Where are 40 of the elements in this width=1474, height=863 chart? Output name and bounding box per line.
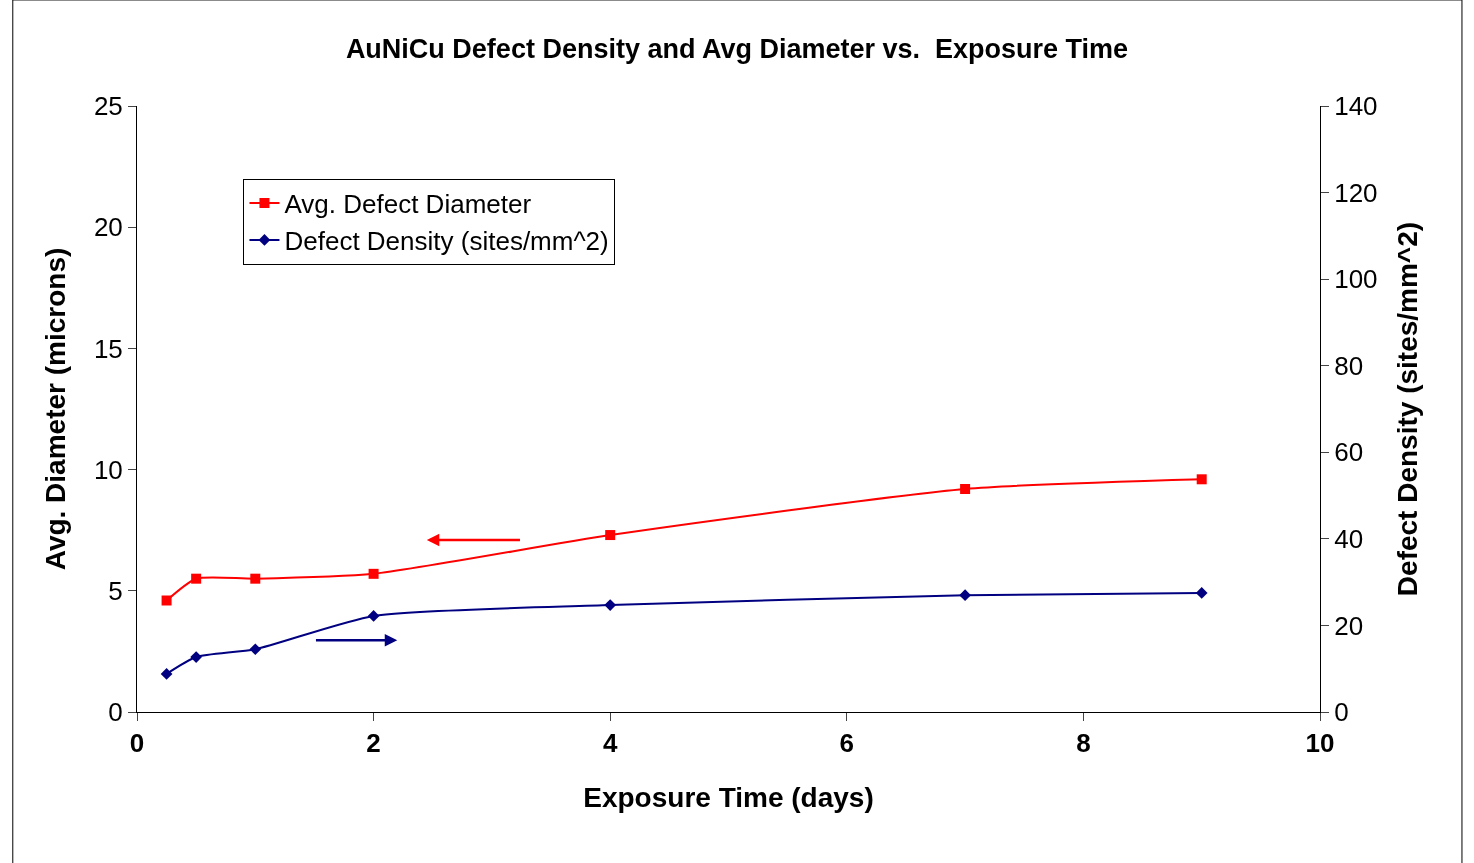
point bbox=[368, 568, 379, 579]
point bbox=[960, 483, 971, 494]
point bbox=[959, 589, 971, 601]
y-tick-label: 0 bbox=[108, 697, 123, 728]
y2-tick-label: 80 bbox=[1334, 350, 1364, 381]
y2-tick-label: 100 bbox=[1334, 264, 1378, 295]
point bbox=[190, 651, 202, 663]
y2-tick-label: 120 bbox=[1334, 177, 1378, 208]
y2-tick-label: 40 bbox=[1334, 523, 1364, 554]
x-axis-title: Exposure Time (days) bbox=[583, 782, 874, 814]
x-tick-label: 2 bbox=[366, 728, 381, 759]
y2-tick-label: 0 bbox=[1334, 697, 1349, 728]
point bbox=[249, 643, 262, 656]
point bbox=[250, 573, 261, 584]
y-tick-label: 15 bbox=[93, 333, 123, 364]
y2-axis-title: Defect Density (sites/mm^2) bbox=[1391, 221, 1423, 597]
point bbox=[1196, 474, 1207, 485]
point bbox=[191, 573, 202, 584]
x-tick-label: 8 bbox=[1076, 728, 1091, 759]
point bbox=[367, 610, 380, 622]
y2-tick-label: 20 bbox=[1334, 610, 1364, 641]
x-tick-label: 6 bbox=[839, 728, 855, 759]
x-tick-label: 0 bbox=[129, 728, 145, 759]
x-tick-label: 10 bbox=[1305, 728, 1335, 759]
point bbox=[161, 595, 172, 606]
y-tick-label: 5 bbox=[108, 575, 123, 606]
legend-label: Avg. Defect Diameter bbox=[284, 189, 532, 220]
point bbox=[604, 599, 617, 611]
y-tick-label: 10 bbox=[93, 454, 123, 485]
y-axis-title: Avg. Diameter (microns) bbox=[39, 247, 71, 571]
chart-title: AuNiCu Defect Density and Avg Diameter vs. Exposure Time bbox=[345, 33, 1129, 64]
y2-tick-label: 140 bbox=[1334, 91, 1378, 122]
y2-tick-label: 60 bbox=[1334, 437, 1364, 468]
legend-label: Defect Density (sites/mm^2) bbox=[284, 226, 609, 257]
point bbox=[605, 530, 616, 541]
x-tick-label: 4 bbox=[602, 728, 618, 759]
y-tick-label: 20 bbox=[93, 212, 123, 243]
point bbox=[160, 668, 173, 680]
point bbox=[1195, 587, 1208, 599]
y-tick-label: 25 bbox=[93, 91, 123, 122]
